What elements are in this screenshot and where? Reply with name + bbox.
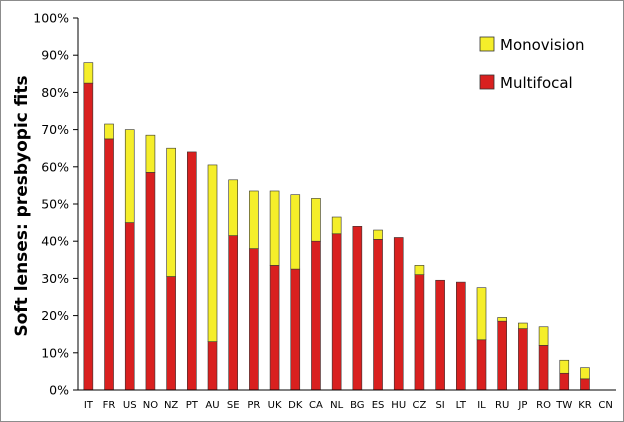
x-tick-label-tw: TW bbox=[555, 400, 572, 411]
bar-multifocal-cz bbox=[414, 274, 425, 391]
bar-monovision-pr bbox=[249, 190, 259, 249]
bar-monovision-se bbox=[228, 179, 238, 236]
y-tick-label: 70% bbox=[41, 122, 69, 137]
x-tick-label-hu: HU bbox=[391, 400, 406, 411]
x-tick-label-au: AU bbox=[205, 400, 219, 411]
bar-monovision-it bbox=[83, 62, 94, 84]
bar-monovision-uk bbox=[269, 190, 280, 266]
bar-multifocal-il bbox=[476, 339, 487, 391]
x-tick-label-pt: PT bbox=[186, 400, 199, 411]
bar-multifocal-fr bbox=[104, 138, 114, 391]
y-tick-label: 40% bbox=[41, 234, 69, 249]
bar-monovision-fr bbox=[104, 123, 114, 140]
x-tick-label-kr: KR bbox=[578, 400, 592, 411]
x-tick-label-pr: PR bbox=[247, 400, 260, 411]
y-tick-label: 90% bbox=[41, 48, 69, 63]
y-tick-label: 50% bbox=[41, 197, 69, 212]
legend: Monovision Multifocal bbox=[479, 36, 585, 92]
y-axis-label-group: Soft lenses: presbyopic fits bbox=[12, 75, 32, 336]
legend-label-multifocal: Multifocal bbox=[500, 74, 573, 92]
x-tick-label-es: ES bbox=[372, 400, 385, 411]
x-tick-label-cz: CZ bbox=[413, 400, 427, 411]
bar-multifocal-bg bbox=[352, 226, 363, 391]
x-tick-label-no: NO bbox=[143, 400, 158, 411]
bar-multifocal-ca bbox=[311, 240, 321, 391]
x-tick-label-cn: CN bbox=[598, 400, 612, 411]
x-tick-label-si: SI bbox=[435, 400, 444, 411]
x-tick-label-fr: FR bbox=[103, 400, 116, 411]
bar-monovision-no bbox=[145, 134, 156, 173]
x-axis-category-labels: IT FR US NO NZ PT AU SE PR UK DK CA NL BG ES HU CZ SI LT IL… bbox=[84, 400, 613, 411]
bar-multifocal-nz bbox=[166, 276, 176, 391]
bar-multifocal-se bbox=[228, 235, 238, 391]
y-tick-label: 60% bbox=[41, 159, 69, 174]
y-tick-label: 0% bbox=[49, 383, 69, 398]
bar-multifocal-kr bbox=[580, 378, 590, 391]
bar-monovision-dk bbox=[290, 194, 301, 270]
bar-monovision-es bbox=[373, 229, 383, 240]
legend-swatch-multifocal bbox=[479, 74, 495, 90]
bar-monovision-ro bbox=[538, 326, 549, 346]
bar-multifocal-ro bbox=[538, 345, 549, 391]
bar-multifocal-es bbox=[373, 239, 383, 391]
bar-monovision-kr bbox=[580, 367, 590, 380]
x-tick-label-us: US bbox=[123, 400, 137, 411]
bar-multifocal-no bbox=[145, 172, 156, 391]
bar-monovision-au bbox=[207, 164, 218, 342]
x-tick-label-nl: NL bbox=[330, 400, 343, 411]
legend-swatch-monovision bbox=[479, 36, 495, 52]
x-tick-label-il: IL bbox=[477, 400, 486, 411]
bar-multifocal-dk bbox=[290, 268, 301, 391]
bar-multifocal-pr bbox=[249, 248, 259, 391]
bar-multifocal-uk bbox=[269, 265, 280, 391]
legend-label-monovision: Monovision bbox=[500, 36, 585, 54]
bar-multifocal-au bbox=[207, 341, 218, 391]
x-tick-label-ru: RU bbox=[495, 400, 509, 411]
bar-monovision-nl bbox=[331, 216, 342, 235]
bar-monovision-tw bbox=[559, 359, 570, 374]
x-tick-label-nz: NZ bbox=[164, 400, 178, 411]
x-tick-label-ca: CA bbox=[309, 400, 323, 411]
x-tick-label-lt: LT bbox=[456, 400, 467, 411]
bar-multifocal-lt bbox=[456, 281, 466, 391]
x-tick-label-dk: DK bbox=[288, 400, 303, 411]
axes bbox=[77, 18, 616, 391]
bar-multifocal-jp bbox=[518, 328, 528, 391]
y-tick-label: 100% bbox=[33, 11, 69, 26]
bar-multifocal-pt bbox=[187, 151, 197, 391]
bar-multifocal-us bbox=[124, 222, 135, 391]
bars bbox=[83, 62, 590, 391]
bar-monovision-jp bbox=[518, 322, 528, 329]
y-axis-ticks: 0% 10% 20% 30% 40% 50% 60% 70% 80% 90% 100% bbox=[33, 11, 78, 398]
x-tick-label-ro: RO bbox=[536, 400, 551, 411]
bar-monovision-nz bbox=[166, 147, 176, 277]
x-tick-label-se: SE bbox=[227, 400, 240, 411]
y-tick-label: 80% bbox=[41, 85, 69, 100]
x-tick-label-it: IT bbox=[84, 400, 94, 411]
y-tick-label: 30% bbox=[41, 271, 69, 286]
bar-monovision-ca bbox=[311, 198, 321, 242]
x-tick-label-uk: UK bbox=[268, 400, 282, 411]
bar-monovision-cz bbox=[414, 265, 425, 275]
x-tick-label-jp: JP bbox=[517, 400, 527, 411]
bar-multifocal-hu bbox=[393, 237, 404, 391]
bar-monovision-il bbox=[476, 287, 487, 341]
bar-multifocal-nl bbox=[331, 233, 342, 391]
y-axis-title: Soft lenses: presbyopic fits bbox=[12, 75, 32, 336]
bar-multifocal-si bbox=[435, 279, 445, 391]
bar-multifocal-it bbox=[83, 82, 94, 391]
bar-multifocal-ru bbox=[497, 320, 507, 391]
bar-monovision-ru bbox=[497, 317, 507, 322]
bar-multifocal-tw bbox=[559, 372, 570, 391]
y-tick-label: 20% bbox=[41, 308, 69, 323]
x-tick-label-bg: BG bbox=[350, 400, 364, 411]
bar-monovision-us bbox=[124, 129, 135, 223]
y-tick-label: 10% bbox=[41, 345, 69, 360]
